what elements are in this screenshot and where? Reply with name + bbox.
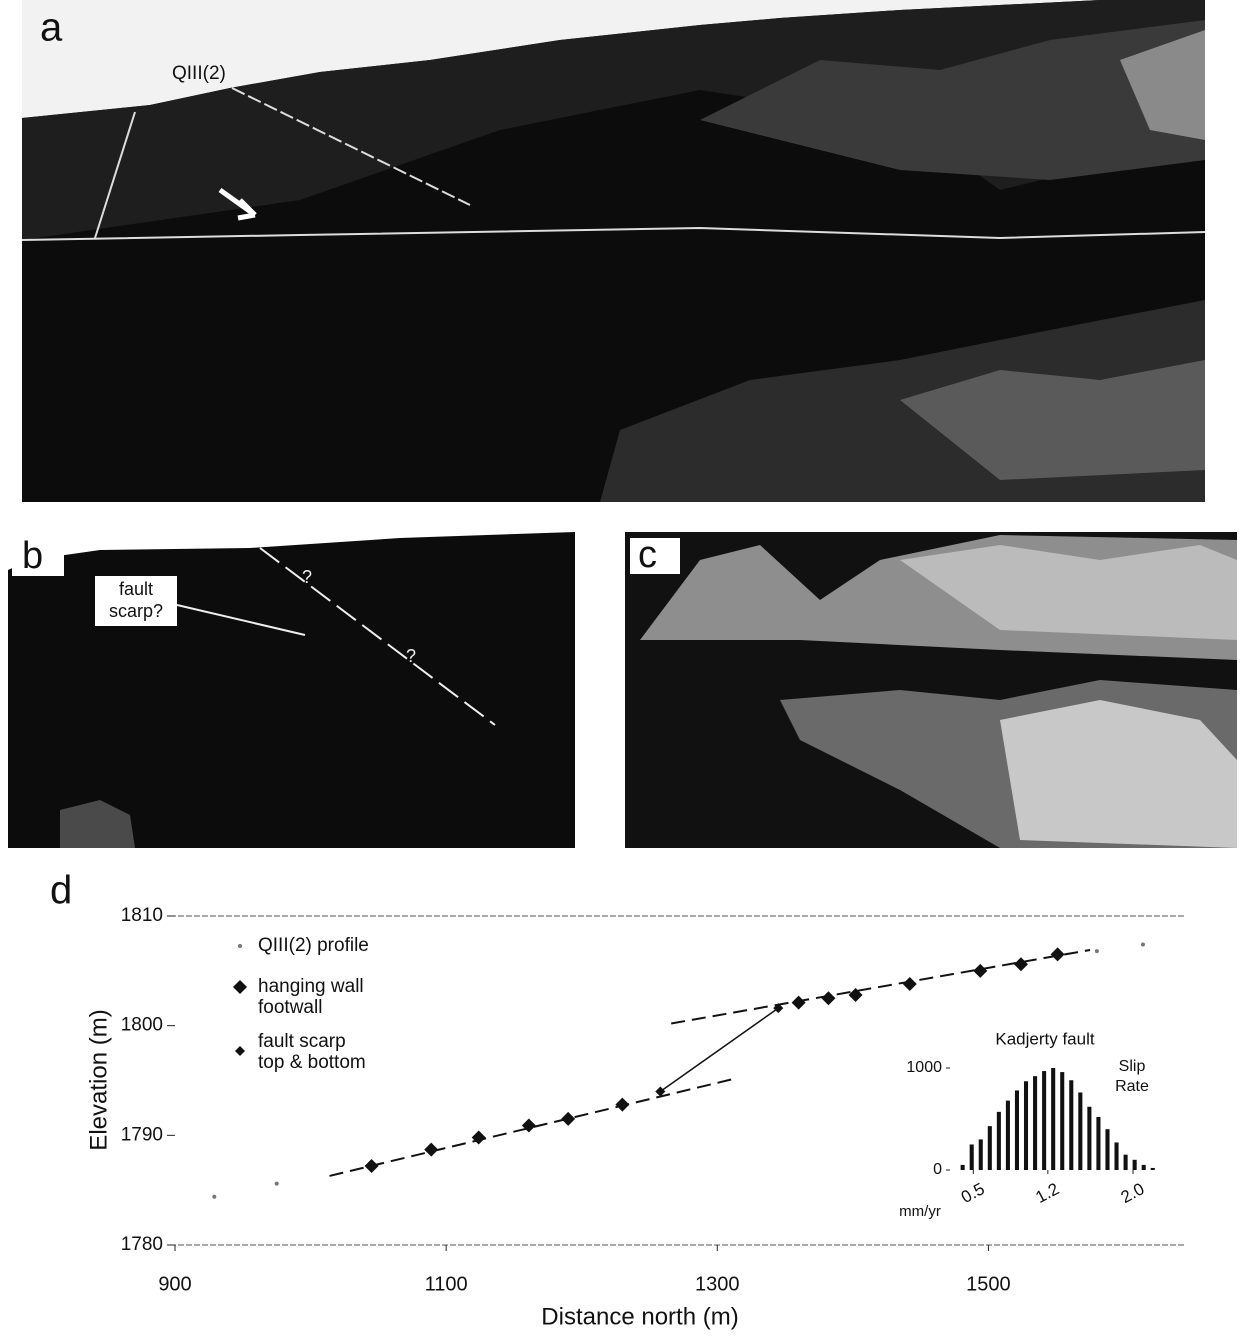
data-point — [274, 1181, 279, 1186]
histogram-bar — [1114, 1142, 1119, 1170]
panel-label: b — [22, 535, 43, 577]
fit-line — [671, 949, 1091, 1025]
histogram-bar — [1141, 1164, 1146, 1170]
data-point — [235, 1046, 245, 1056]
scarp-line — [659, 1007, 779, 1093]
photo-b: b fault scarp? ? ? — [8, 532, 575, 848]
data-point — [424, 1142, 439, 1157]
data-point — [791, 995, 806, 1010]
histogram-bar — [1014, 1090, 1020, 1170]
data-point — [902, 976, 917, 991]
data-point — [364, 1159, 379, 1174]
data-point — [212, 1194, 217, 1199]
x-tick-label: 1300 — [695, 1273, 740, 1295]
y-tick-label: 1780 — [121, 1234, 163, 1255]
y-axis-label: Elevation (m) — [85, 1009, 112, 1150]
inset-x-tick-label: 2.0 — [1118, 1179, 1148, 1207]
panel-label: c — [638, 534, 657, 576]
histogram-bar — [1023, 1081, 1029, 1170]
histogram-bar — [1123, 1154, 1128, 1170]
data-point — [821, 991, 836, 1006]
histogram-bar — [978, 1139, 983, 1170]
legend-label: top & bottom — [258, 1052, 366, 1073]
photo-a: a QIII(2) — [21, 0, 1206, 502]
panel-label: d — [50, 869, 72, 913]
histogram-bar — [1069, 1080, 1074, 1170]
x-tick-label: 900 — [158, 1273, 191, 1295]
data-point — [1013, 957, 1028, 972]
legend-label: QIII(2) profile — [258, 935, 369, 956]
data-point — [615, 1097, 630, 1112]
histogram-bar — [960, 1164, 965, 1170]
y-tick-label: 1790 — [121, 1124, 163, 1145]
histogram-bar — [1132, 1159, 1137, 1170]
data-point — [561, 1111, 576, 1126]
data-point — [238, 944, 242, 948]
histogram-bar — [1078, 1092, 1083, 1170]
data-point — [848, 987, 863, 1002]
panel-label: a — [40, 6, 63, 50]
histogram-bar — [1033, 1076, 1038, 1170]
legend-label: footwall — [258, 997, 322, 1018]
histogram-bar — [996, 1111, 1001, 1170]
inset-y-label: Rate — [1115, 1078, 1149, 1095]
annotation: scarp? — [109, 601, 163, 621]
histogram-bar — [1042, 1071, 1047, 1170]
x-tick-label: 1100 — [425, 1273, 468, 1295]
data-point — [521, 1118, 536, 1133]
histogram-bar — [1060, 1072, 1065, 1170]
inset-x-label: mm/yr — [899, 1203, 941, 1220]
y-tick-label: 1810 — [121, 905, 163, 926]
query-mark: ? — [302, 567, 312, 587]
legend-label: hanging wall — [258, 976, 364, 997]
x-tick-label: 1500 — [966, 1273, 1011, 1295]
inset-x-tick-label: 0.5 — [958, 1179, 988, 1207]
histogram-bar — [987, 1126, 992, 1170]
inset-x-tick-label: 1.2 — [1032, 1179, 1062, 1207]
histogram-bar — [1096, 1116, 1101, 1170]
data-point — [973, 963, 988, 978]
data-point — [233, 980, 247, 994]
histogram-bar — [1005, 1100, 1010, 1170]
y-tick-label: 1800 — [121, 1015, 163, 1036]
data-point — [655, 1086, 666, 1097]
inset-y-tick-label: 1000 — [906, 1059, 942, 1076]
histogram-bar — [1105, 1129, 1110, 1170]
fit-line — [329, 1077, 737, 1177]
data-point — [1140, 942, 1145, 947]
data-point — [1094, 949, 1099, 954]
inset-title: Kadjerty fault — [995, 1029, 1094, 1048]
histogram-bar — [1150, 1167, 1155, 1170]
x-axis-label: Distance north (m) — [541, 1303, 738, 1330]
photo-c: c — [625, 532, 1237, 848]
legend-label: fault scarp — [258, 1031, 346, 1052]
histogram-bar — [1087, 1106, 1092, 1170]
data-point — [1050, 947, 1065, 962]
annotation: fault — [119, 579, 153, 599]
inset-y-label: Slip — [1119, 1058, 1146, 1075]
annotation: QIII(2) — [172, 63, 226, 84]
data-point — [471, 1130, 486, 1145]
chart: 1780 1790 1800 1810 900 1100 1300 1500 Distance … — [85, 905, 1185, 1330]
data-point — [773, 1003, 784, 1014]
inset-y-tick-label: 0 — [933, 1161, 942, 1178]
histogram-bar — [1051, 1068, 1056, 1170]
query-mark: ? — [406, 646, 416, 666]
histogram-bar — [969, 1144, 974, 1170]
